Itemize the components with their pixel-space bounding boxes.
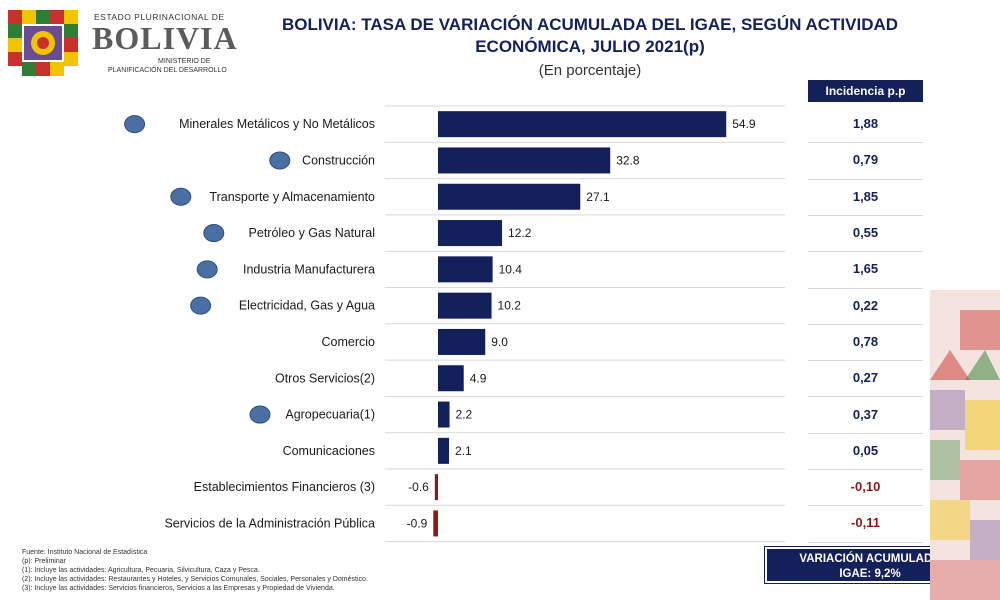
incidence-separator xyxy=(808,360,923,362)
data-label: 9.0 xyxy=(491,335,508,349)
bar xyxy=(434,474,438,501)
incidence-separator xyxy=(808,142,923,144)
bar xyxy=(438,111,727,138)
category-label: Transporte y Almacenamiento xyxy=(209,190,375,204)
data-label: -0.9 xyxy=(407,516,428,530)
footnote: (p): Preliminar xyxy=(22,558,66,565)
data-label: -0.6 xyxy=(408,480,429,494)
decorative-pattern xyxy=(930,290,1000,600)
logo-line1: ESTADO PLURINACIONAL DE xyxy=(94,12,225,22)
row-marker xyxy=(269,151,291,170)
row-marker xyxy=(124,115,146,134)
incidence-separator xyxy=(808,505,923,507)
incidence-separator xyxy=(808,469,923,470)
bar xyxy=(438,256,493,283)
data-label: 32.8 xyxy=(616,153,640,167)
footnote: (1): Incluye las actividades: Agricultur… xyxy=(22,567,260,574)
incidence-value: 0,37 xyxy=(852,406,879,422)
chart-subtitle: (En porcentaje) xyxy=(538,62,642,79)
bar xyxy=(438,365,464,392)
row-marker xyxy=(249,405,271,424)
incidence-value: 0,55 xyxy=(852,225,879,241)
data-label: 10.4 xyxy=(499,262,523,276)
bar xyxy=(438,183,581,210)
bar xyxy=(433,510,438,537)
logo-line2: MINISTERIO DE xyxy=(158,58,211,65)
logo-word: BOLIVIA xyxy=(92,20,238,56)
chart-title: BOLIVIA: TASA DE VARIACIÓN ACUMULADA DEL… xyxy=(281,15,899,56)
incidence-value: 1,88 xyxy=(852,116,879,132)
footnote: Fuente: Instituto Nacional de Estadístic… xyxy=(22,549,148,556)
bar xyxy=(438,401,450,428)
category-label: Servicios de la Administración Pública xyxy=(164,516,375,530)
incidence-separator xyxy=(808,541,923,543)
data-label: 12.2 xyxy=(508,226,532,240)
row-marker xyxy=(203,224,225,243)
bar xyxy=(438,437,450,464)
bar xyxy=(438,292,492,319)
category-label: Electricidad, Gas y Agua xyxy=(239,299,375,313)
category-label: Comercio xyxy=(322,335,376,349)
logo: ESTADO PLURINACIONAL DE BOLIVIA MINISTER… xyxy=(8,8,248,78)
incidence-value: -0,11 xyxy=(851,515,880,531)
incidence-value: 1,85 xyxy=(852,188,879,204)
footnote: (3): Incluye las actividades: Servicios … xyxy=(22,585,335,592)
incidence-value: 0,78 xyxy=(852,333,879,349)
category-label: Agropecuaria(1) xyxy=(285,408,375,422)
bar xyxy=(438,328,486,355)
row-marker xyxy=(170,187,192,206)
data-label: 27.1 xyxy=(586,190,610,204)
incidence-separator xyxy=(808,214,923,216)
incidence-value: 0,27 xyxy=(852,370,879,386)
incidence-value: 0,22 xyxy=(852,297,879,313)
summary-line1: VARIACIÓN ACUMULADA xyxy=(799,553,941,565)
data-label: 10.2 xyxy=(498,299,522,313)
category-label: Comunicaciones xyxy=(283,444,375,458)
incidence-separator xyxy=(808,178,923,180)
incidence-value: -0,10 xyxy=(850,479,881,495)
summary-line2: IGAE: 9,2% xyxy=(839,568,901,580)
incidence-header: Incidencia p.p xyxy=(808,80,923,102)
data-label: 4.9 xyxy=(470,371,487,385)
bar xyxy=(438,147,611,174)
row-marker xyxy=(196,260,218,279)
coat-of-arms-icon xyxy=(8,10,78,76)
footnotes: Fuente: Instituto Nacional de Estadístic… xyxy=(22,548,368,593)
category-label: Establecimientos Financieros (3) xyxy=(194,480,375,494)
incidence-separator xyxy=(808,323,923,325)
logo-line3: PLANIFICACIÓN DEL DESARROLLO xyxy=(108,67,227,74)
category-label: Minerales Metálicos y No Metálicos xyxy=(179,117,375,131)
data-label: 2.2 xyxy=(456,408,473,422)
category-label: Otros Servicios(2) xyxy=(275,371,375,385)
bar xyxy=(438,220,503,247)
category-label: Petróleo y Gas Natural xyxy=(249,226,375,240)
incidence-separator xyxy=(808,287,923,289)
incidence-value: 0,79 xyxy=(852,152,879,168)
footnote: (2): Incluye las actividades: Restaurant… xyxy=(22,576,368,583)
category-label: Industria Manufacturera xyxy=(243,262,375,276)
incidence-separator xyxy=(808,396,923,398)
incidence-value: 1,65 xyxy=(852,261,879,277)
row-marker xyxy=(190,296,212,315)
category-label: Construcción xyxy=(302,153,375,167)
data-label: 54.9 xyxy=(732,117,756,131)
incidence-separator xyxy=(808,251,923,253)
data-label: 2.1 xyxy=(455,444,472,458)
incidence-value: 0,05 xyxy=(852,442,879,458)
incidence-separator xyxy=(808,432,923,434)
